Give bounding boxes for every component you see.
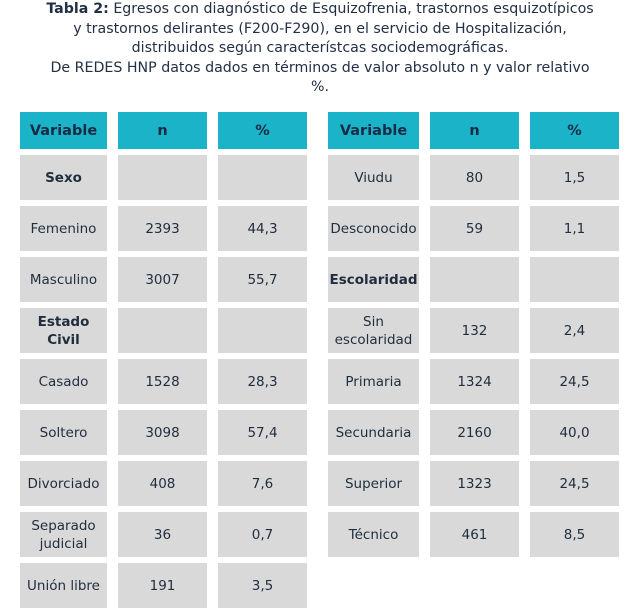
- caption-label: Tabla 2:: [46, 1, 109, 17]
- cell-variable: Estado Civil: [20, 308, 107, 353]
- header-percent: %: [218, 112, 307, 149]
- cell-n: 1323: [430, 461, 519, 506]
- cell-variable: Sin escolaridad: [328, 308, 419, 353]
- table-row: Primaria 1324 24,5: [328, 359, 619, 404]
- cell-percent: 24,5: [530, 461, 619, 506]
- header-variable: Variable: [328, 112, 419, 149]
- table-caption: Tabla 2: Egresos con diagnóstico de Esqu…: [0, 0, 640, 98]
- cell-variable: Casado: [20, 359, 107, 404]
- table-row: Sin escolaridad 132 2,4: [328, 308, 619, 353]
- cell-percent: 40,0: [530, 410, 619, 455]
- cell-variable: Técnico: [328, 512, 419, 557]
- right-table: Variable n % Viudu 80 1,5 Desconocido 59 1,1 E…: [328, 112, 619, 563]
- cell-variable: Viudu: [328, 155, 419, 200]
- table-row: Sexo: [20, 155, 307, 200]
- left-header-row: Variable n %: [20, 112, 307, 149]
- table-row: Casado 1528 28,3: [20, 359, 307, 404]
- cell-variable: Unión libre: [20, 563, 107, 608]
- table-row: Viudu 80 1,5: [328, 155, 619, 200]
- cell-n: 2393: [118, 206, 207, 251]
- cell-percent: 55,7: [218, 257, 307, 302]
- cell-n: 59: [430, 206, 519, 251]
- cell-variable: Soltero: [20, 410, 107, 455]
- header-n: n: [430, 112, 519, 149]
- table-row: Femenino 2393 44,3: [20, 206, 307, 251]
- cell-n: 3007: [118, 257, 207, 302]
- cell-percent: [530, 257, 619, 302]
- cell-variable: Superior: [328, 461, 419, 506]
- header-percent: %: [530, 112, 619, 149]
- header-variable: Variable: [20, 112, 107, 149]
- table-row: Secundaria 2160 40,0: [328, 410, 619, 455]
- cell-n: 2160: [430, 410, 519, 455]
- cell-percent: [218, 308, 307, 353]
- cell-n: 3098: [118, 410, 207, 455]
- table-row: Técnico 461 8,5: [328, 512, 619, 557]
- cell-percent: 28,3: [218, 359, 307, 404]
- right-header-row: Variable n %: [328, 112, 619, 149]
- caption-line-1: Tabla 2: Egresos con diagnóstico de Esqu…: [0, 0, 640, 20]
- cell-n: [118, 155, 207, 200]
- cell-percent: 8,5: [530, 512, 619, 557]
- table-row: Escolaridad: [328, 257, 619, 302]
- cell-n: 36: [118, 512, 207, 557]
- cell-variable: Desconocido: [328, 206, 419, 251]
- cell-variable: Separado judicial: [20, 512, 107, 557]
- cell-percent: 1,5: [530, 155, 619, 200]
- caption-line-5: %.: [311, 79, 329, 95]
- caption-line-2: y trastornos delirantes (F200-F290), en …: [73, 20, 567, 37]
- cell-variable: Sexo: [20, 155, 107, 200]
- cell-percent: 7,6: [218, 461, 307, 506]
- cell-n: 1324: [430, 359, 519, 404]
- cell-n: 80: [430, 155, 519, 200]
- cell-n: 132: [430, 308, 519, 353]
- cell-variable: Escolaridad: [328, 257, 419, 302]
- table-row: Desconocido 59 1,1: [328, 206, 619, 251]
- cell-variable: Masculino: [20, 257, 107, 302]
- cell-percent: [218, 155, 307, 200]
- caption-line-4: De REDES HNP datos dados en términos de …: [50, 59, 590, 76]
- table-row: Estado Civil: [20, 308, 307, 353]
- cell-n: 408: [118, 461, 207, 506]
- table-row: Soltero 3098 57,4: [20, 410, 307, 455]
- cell-percent: 24,5: [530, 359, 619, 404]
- cell-n: 191: [118, 563, 207, 608]
- table-row: Unión libre 191 3,5: [20, 563, 307, 608]
- cell-percent: 3,5: [218, 563, 307, 608]
- cell-variable: Femenino: [20, 206, 107, 251]
- cell-n: [430, 257, 519, 302]
- header-n: n: [118, 112, 207, 149]
- cell-percent: 0,7: [218, 512, 307, 557]
- cell-variable: Divorciado: [20, 461, 107, 506]
- cell-percent: 44,3: [218, 206, 307, 251]
- table-row: Masculino 3007 55,7: [20, 257, 307, 302]
- table-row: Separado judicial 36 0,7: [20, 512, 307, 557]
- cell-percent: 2,4: [530, 308, 619, 353]
- cell-n: 1528: [118, 359, 207, 404]
- table-row: Divorciado 408 7,6: [20, 461, 307, 506]
- caption-text-1: Egresos con diagnóstico de Esquizofrenia…: [108, 1, 594, 17]
- cell-n: [118, 308, 207, 353]
- table-row: Superior 1323 24,5: [328, 461, 619, 506]
- cell-variable: Secundaria: [328, 410, 419, 455]
- cell-percent: 1,1: [530, 206, 619, 251]
- caption-line-3: distribuidos según característcas sociod…: [131, 40, 509, 56]
- cell-percent: 57,4: [218, 410, 307, 455]
- left-table: Variable n % Sexo Femenino 2393 44,3 Masculi…: [20, 112, 307, 614]
- cell-variable: Primaria: [328, 359, 419, 404]
- cell-n: 461: [430, 512, 519, 557]
